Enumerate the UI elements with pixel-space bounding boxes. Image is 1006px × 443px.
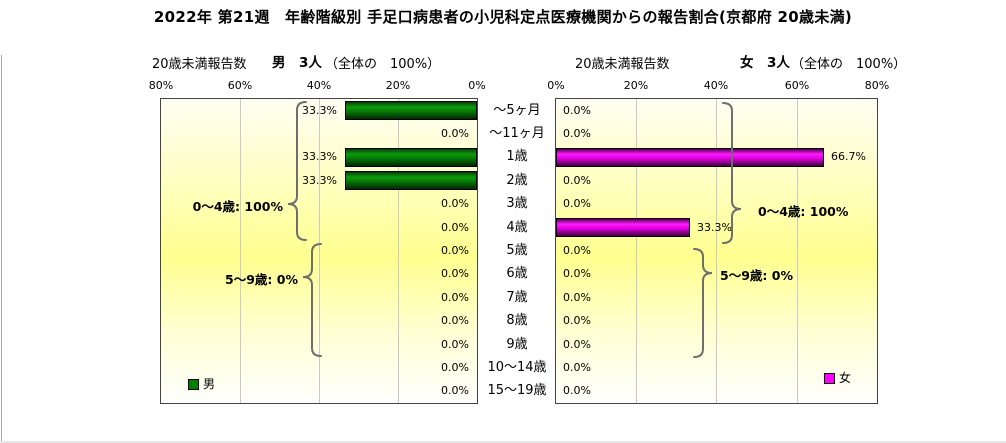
age-category-label: 9歳 xyxy=(506,337,528,352)
male-axis-tick-label: 60% xyxy=(227,79,253,92)
female-age-5-9-annotation: 5～9歳: 0% xyxy=(720,268,793,283)
male-age-5-9-annotation: 5～9歳: 0% xyxy=(225,272,298,287)
male-bar xyxy=(345,171,477,190)
male-panel-subtitle: 20歳未満報告数 xyxy=(152,57,247,72)
age-category-label: 8歳 xyxy=(506,313,528,328)
age-category-label: ～11ヶ月 xyxy=(489,126,545,141)
window-bottom-edge xyxy=(0,441,1006,443)
female-value-label: 0.0% xyxy=(563,338,591,351)
male-value-label: 0.0% xyxy=(441,127,469,140)
age-category-label: 7歳 xyxy=(506,290,528,305)
female-legend-label: 女 xyxy=(839,371,852,385)
female-axis-tick-label: 60% xyxy=(784,79,810,92)
male-count-label: 男 3人 xyxy=(272,55,322,71)
age-category-label: 4歳 xyxy=(506,220,528,235)
female-value-label: 0.0% xyxy=(563,291,591,304)
male-axis-tick-label: 20% xyxy=(385,79,411,92)
male-value-label: 0.0% xyxy=(441,197,469,210)
male-value-label: 0.0% xyxy=(441,314,469,327)
gridline xyxy=(240,99,241,403)
age-category-label: 1歳 xyxy=(506,149,528,164)
gridline xyxy=(398,99,399,403)
female-share-label: （全体の 100%） xyxy=(791,57,907,72)
male-value-label: 0.0% xyxy=(441,267,469,280)
male-value-label: 0.0% xyxy=(441,384,469,397)
male-bar xyxy=(345,101,477,120)
female-value-label: 33.3% xyxy=(697,221,732,234)
female-axis-tick-label: 40% xyxy=(703,79,729,92)
age-category-label: 3歳 xyxy=(506,196,528,211)
male-legend-swatch-icon xyxy=(188,378,199,390)
age-category-label: 2歳 xyxy=(506,173,528,188)
female-value-label: 0.0% xyxy=(563,267,591,280)
male-legend-label: 男 xyxy=(203,377,216,391)
gridline xyxy=(797,99,798,403)
female-bar xyxy=(556,218,690,237)
female-count-label: 女 3人 xyxy=(740,55,790,71)
age-category-label: 5歳 xyxy=(506,243,528,258)
female-legend-swatch-icon xyxy=(824,372,835,384)
male-value-label: 33.3% xyxy=(302,174,337,187)
male-axis-tick-label: 0% xyxy=(468,79,486,92)
female-age-0-4-annotation: 0～4歳: 100% xyxy=(758,204,849,219)
female-value-label: 0.0% xyxy=(563,384,591,397)
age-category-label: 15～19歳 xyxy=(487,383,547,398)
female-legend: 女 xyxy=(824,371,851,385)
male-axis-tick-label: 80% xyxy=(148,79,174,92)
male-value-label: 0.0% xyxy=(441,244,469,257)
female-bar xyxy=(556,148,824,167)
age-category-label: ～5ヶ月 xyxy=(493,103,541,118)
female-axis-tick-label: 0% xyxy=(547,79,565,92)
male-bar xyxy=(345,148,477,167)
female-value-label: 0.0% xyxy=(563,244,591,257)
female-value-label: 0.0% xyxy=(563,174,591,187)
male-value-label: 0.0% xyxy=(441,291,469,304)
age-category-label: 10～14歳 xyxy=(487,360,547,375)
male-axis-tick-label: 40% xyxy=(306,79,332,92)
female-panel-subtitle: 20歳未満報告数 xyxy=(575,57,670,72)
age-category-label: 6歳 xyxy=(506,266,528,281)
gridline xyxy=(716,99,717,403)
female-value-label: 0.0% xyxy=(563,314,591,327)
female-value-label: 66.7% xyxy=(831,150,866,163)
male-value-label: 33.3% xyxy=(302,104,337,117)
female-axis-tick-label: 80% xyxy=(864,79,890,92)
male-value-label: 0.0% xyxy=(441,221,469,234)
window-left-edge xyxy=(1,55,2,441)
male-age-0-4-annotation: 0～4歳: 100% xyxy=(192,199,283,214)
female-value-label: 0.0% xyxy=(563,361,591,374)
female-axis-tick-label: 20% xyxy=(623,79,649,92)
female-value-label: 0.0% xyxy=(563,127,591,140)
female-value-label: 0.0% xyxy=(563,197,591,210)
male-share-label: （全体の 100%） xyxy=(325,57,441,72)
male-value-label: 0.0% xyxy=(441,338,469,351)
gridline xyxy=(636,99,637,403)
chart-title: 2022年 第21週 年齢階級別 手足口病患者の小児科定点医療機関からの報告割合… xyxy=(153,8,853,26)
male-value-label: 0.0% xyxy=(441,361,469,374)
male-legend: 男 xyxy=(188,377,215,391)
female-value-label: 0.0% xyxy=(563,104,591,117)
male-value-label: 33.3% xyxy=(302,150,337,163)
